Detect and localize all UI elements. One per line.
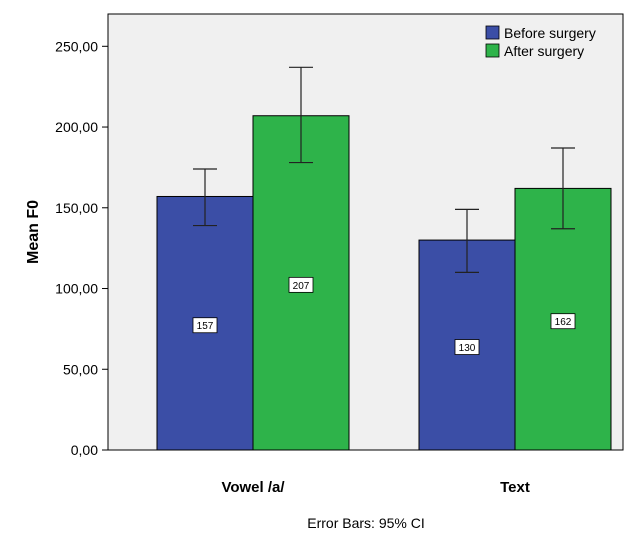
y-tick-label: 250,00	[55, 38, 98, 54]
x-tick-label: Text	[500, 479, 530, 496]
y-tick-label: 100,00	[55, 281, 98, 297]
data-label-box	[192, 317, 218, 334]
x-axis: Vowel /a/Text	[221, 479, 529, 496]
error-bars	[193, 66, 575, 273]
data-label: 162	[555, 317, 572, 328]
data-label: 207	[293, 281, 310, 292]
data-label-box	[550, 313, 576, 330]
legend-swatch	[485, 43, 500, 58]
legend: Before surgery After surgery	[485, 25, 596, 59]
y-tick-label: 150,00	[55, 200, 98, 216]
data-label: 157	[197, 321, 214, 332]
legend-label: After surgery	[504, 43, 584, 59]
value-labels: 157 207 130 162	[192, 276, 576, 355]
x-tick-label: Vowel /a/	[221, 479, 285, 496]
data-label-box	[288, 276, 314, 293]
footnote: Error Bars: 95% CI	[307, 515, 424, 531]
y-tick-label: 50,00	[63, 361, 98, 377]
y-tick-label: 0,00	[71, 442, 98, 458]
data-label: 130	[459, 343, 476, 354]
y-axis: 0,00 50,00 100,00 150,00 200,00 250,00	[55, 38, 108, 458]
legend-label: Before surgery	[504, 25, 596, 41]
y-tick-label: 200,00	[55, 119, 98, 135]
data-label-box	[454, 339, 480, 355]
legend-swatch	[485, 25, 500, 40]
y-axis-title: Mean F0	[25, 200, 42, 264]
